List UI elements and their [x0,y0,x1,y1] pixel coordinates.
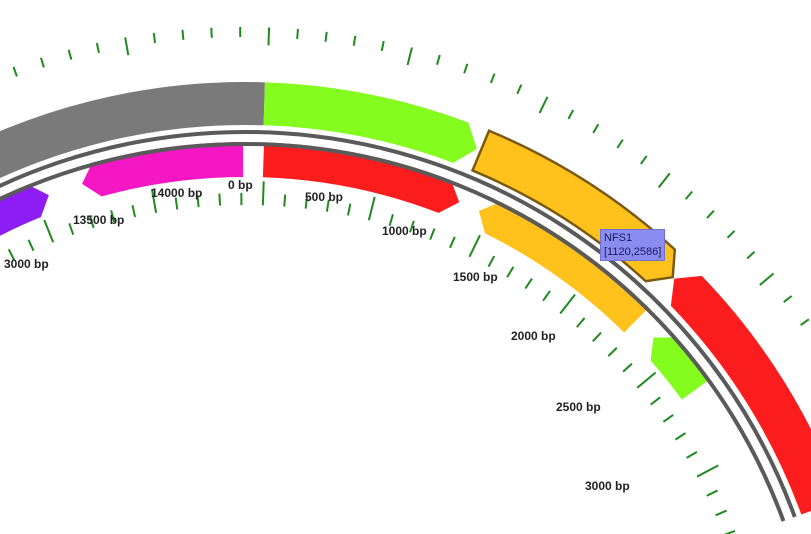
tick-label-14000bp: 14000 bp [151,186,202,200]
feature-green-inner[interactable] [650,337,711,400]
tick-label-3000bp: 3000 bp [585,479,630,493]
feature-tooltip: NFS1 [1120,2586] [600,229,666,261]
tick-label-2500bp: 2500 bp [556,400,601,414]
tick-label-0bp: 0 bp [228,178,253,192]
features [0,82,811,515]
outer-ticks [12,27,810,326]
backbone [0,130,797,522]
tick-label-left-edge: 3000 bp [4,257,49,271]
tick-label-2000bp: 2000 bp [511,329,556,343]
feature-purple-inner[interactable] [0,184,49,250]
tick-label-13500bp: 13500 bp [73,213,124,227]
tick-label-1500bp: 1500 bp [453,270,498,284]
backbone-outer-line [0,130,797,518]
feature-red-outer[interactable] [670,275,811,515]
feature-grey-outer[interactable] [0,82,265,204]
tick-labels: 0 bp 500 bp 1000 bp 1500 bp 2000 bp 2500… [4,178,630,493]
backbone-inner-line [0,142,786,522]
tick-label-1000bp: 1000 bp [382,224,427,238]
feature-green-outer[interactable] [263,82,477,163]
feature-red-inner[interactable] [262,142,460,213]
inner-ticks [7,181,736,534]
backbone-gap [0,136,791,520]
tooltip-name: NFS1 [604,232,633,244]
tooltip-range: [1120,2586] [604,246,662,258]
tick-label-500bp: 500 bp [305,190,343,204]
feature-orange-inner[interactable] [478,201,649,333]
